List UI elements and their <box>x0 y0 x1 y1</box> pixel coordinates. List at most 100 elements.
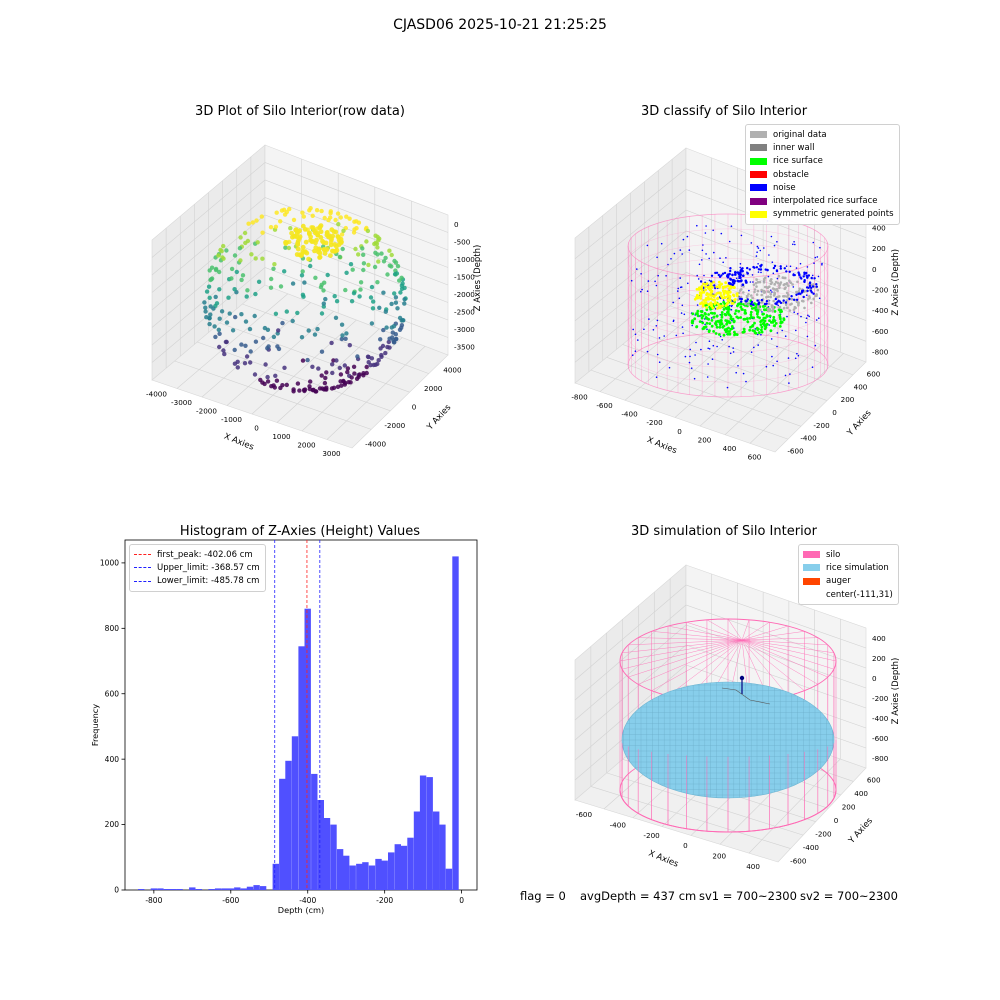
data-point <box>272 262 277 267</box>
y-axis-title: Y Axies <box>846 816 875 847</box>
noise-point <box>807 314 809 317</box>
panel3-legend-label: first_peak: -402.06 cm <box>157 549 253 560</box>
noise-point <box>720 232 723 235</box>
noise-point <box>738 297 742 300</box>
z-axis-title: Z Axies (Depth) <box>891 249 901 316</box>
data-point <box>337 254 343 260</box>
noise-point <box>803 273 806 276</box>
symmetric-point <box>705 293 708 297</box>
noise-point <box>745 380 747 383</box>
noise-point <box>810 286 813 289</box>
data-point <box>393 300 399 305</box>
data-point <box>256 279 262 284</box>
data-point <box>306 328 311 333</box>
data-point <box>365 228 371 234</box>
noise-point <box>779 265 782 268</box>
data-point <box>307 208 312 213</box>
rice-surface-point <box>710 324 714 328</box>
symmetric-point <box>730 301 734 305</box>
symmetric-point <box>732 286 736 289</box>
data-point <box>321 288 326 293</box>
data-point <box>217 287 222 292</box>
rice-surface-point <box>733 330 736 334</box>
data-point <box>239 277 244 283</box>
noise-point <box>803 279 806 282</box>
data-point <box>213 334 218 340</box>
data-point <box>278 385 283 391</box>
rice-surface-point <box>700 313 703 317</box>
panel3-legend-label: Lower_limit: -485.78 cm <box>157 576 260 587</box>
noise-point <box>681 253 683 255</box>
panel2-legend-swatch <box>750 197 767 205</box>
rice-surface-point <box>772 315 776 319</box>
panel2-legend-item: obstacle <box>750 168 894 181</box>
noise-point <box>756 245 759 248</box>
noise-point <box>715 271 719 274</box>
data-point <box>244 294 249 299</box>
noise-point <box>766 269 769 272</box>
data-point <box>235 365 240 370</box>
data-point <box>284 209 289 215</box>
data-point <box>300 269 305 274</box>
noise-point <box>658 361 661 364</box>
data-point <box>337 365 342 371</box>
original-point <box>797 302 800 306</box>
panel2-legend-label: noise <box>773 182 796 193</box>
noise-point <box>726 275 730 279</box>
histogram-bar <box>439 824 446 890</box>
noise-point <box>647 280 650 282</box>
original-point <box>784 286 787 289</box>
noise-point <box>739 263 742 265</box>
noise-point <box>752 281 754 283</box>
data-point <box>330 248 335 254</box>
rice-surface-point <box>755 326 759 330</box>
noise-point <box>732 347 734 349</box>
noise-point <box>679 286 682 289</box>
x-axis-title: X Axies <box>222 432 255 453</box>
original-point <box>789 303 792 306</box>
z-tick-label: 0 <box>454 220 459 229</box>
panel3-legend-swatch <box>134 567 151 569</box>
data-point <box>233 314 238 320</box>
data-point <box>254 218 259 223</box>
rice-surface-point <box>713 312 716 315</box>
symmetric-point <box>695 287 699 291</box>
noise-point <box>756 251 758 253</box>
data-point <box>361 373 366 378</box>
data-point <box>221 348 226 353</box>
noise-point <box>632 328 634 331</box>
noise-point <box>755 255 758 257</box>
y-tick-label: -400 <box>800 434 817 443</box>
noise-point <box>728 240 731 243</box>
noise-point <box>630 279 633 282</box>
data-point <box>344 331 349 336</box>
data-point <box>381 259 387 264</box>
data-point <box>376 358 381 363</box>
y-tick-label: -200 <box>815 829 832 838</box>
noise-point <box>773 244 776 247</box>
data-point <box>291 217 297 223</box>
rice-surface-point <box>750 307 754 310</box>
noise-point <box>656 319 659 322</box>
x-tick-label: 0 <box>254 423 259 432</box>
noise-point <box>730 308 733 311</box>
noise-point <box>710 317 713 319</box>
panel1-title: 3D Plot of Silo Interior(row data) <box>195 104 405 119</box>
symmetric-point <box>719 291 722 295</box>
symmetric-point <box>710 304 713 308</box>
noise-point <box>740 234 743 237</box>
y-tick-label: 4000 <box>443 365 462 374</box>
data-point <box>230 328 236 333</box>
data-point <box>216 327 221 332</box>
panel2-legend-label: rice surface <box>773 156 823 167</box>
rice-surface-point <box>735 333 739 336</box>
rice-surface-point <box>745 317 749 321</box>
data-point <box>321 301 326 306</box>
data-point <box>338 236 344 242</box>
noise-point <box>677 287 679 290</box>
noise-point <box>765 365 768 368</box>
panel2-3d-axes: -800-600-400-2000200400600-600-400-20002… <box>571 147 901 462</box>
symmetric-point <box>711 285 714 289</box>
noise-point <box>704 318 706 320</box>
original-point <box>760 301 764 304</box>
